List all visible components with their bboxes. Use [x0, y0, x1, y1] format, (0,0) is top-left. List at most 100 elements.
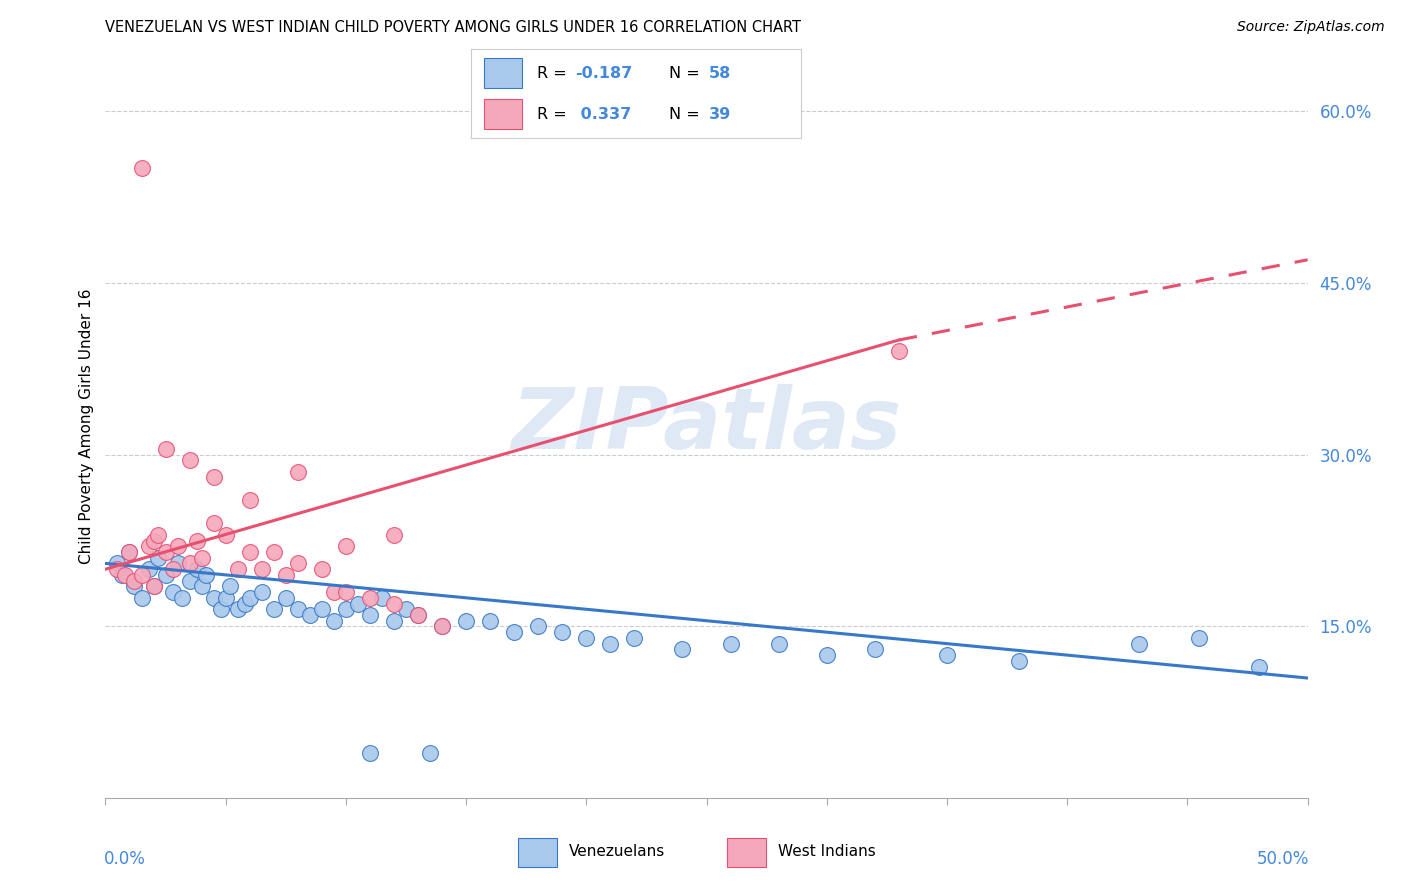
Point	[815, 648, 838, 662]
Point	[202, 591, 225, 605]
Point	[131, 161, 153, 175]
Point	[162, 562, 184, 576]
Point	[226, 562, 249, 576]
Point	[209, 602, 232, 616]
Point	[671, 642, 693, 657]
Point	[479, 614, 502, 628]
Point	[527, 619, 550, 633]
Point	[186, 533, 208, 548]
Point	[195, 568, 218, 582]
Point	[274, 568, 297, 582]
Point	[179, 453, 201, 467]
Point	[287, 557, 309, 571]
Text: 0.337: 0.337	[575, 107, 631, 121]
Point	[274, 591, 297, 605]
Point	[1188, 631, 1211, 645]
Point	[359, 607, 381, 622]
Point	[124, 574, 146, 588]
Point	[887, 344, 910, 359]
Point	[359, 746, 381, 760]
Point	[768, 637, 790, 651]
Point	[142, 579, 165, 593]
Text: 39: 39	[709, 107, 731, 121]
Text: R =: R =	[537, 107, 572, 121]
Text: N =: N =	[669, 107, 706, 121]
Point	[335, 585, 357, 599]
Point	[250, 562, 273, 576]
Point	[419, 746, 441, 760]
Point	[155, 568, 177, 582]
Point	[311, 602, 333, 616]
Point	[263, 545, 285, 559]
Point	[219, 579, 242, 593]
Point	[124, 579, 146, 593]
Text: Venezuelans: Venezuelans	[569, 844, 665, 859]
Point	[503, 625, 526, 640]
Point	[322, 614, 344, 628]
Bar	[727, 838, 766, 867]
Point	[233, 597, 256, 611]
Point	[371, 591, 394, 605]
Point	[406, 607, 429, 622]
Point	[406, 607, 429, 622]
Point	[214, 591, 236, 605]
Point	[623, 631, 645, 645]
Point	[430, 619, 453, 633]
Text: 50.0%: 50.0%	[1257, 850, 1309, 869]
Point	[551, 625, 574, 640]
Point	[239, 591, 262, 605]
Text: Source: ZipAtlas.com: Source: ZipAtlas.com	[1237, 20, 1385, 34]
Point	[382, 597, 405, 611]
Point	[155, 442, 177, 456]
Text: 0.0%: 0.0%	[104, 850, 146, 869]
Point	[118, 545, 141, 559]
Point	[287, 602, 309, 616]
Point	[190, 550, 212, 565]
Point	[382, 614, 405, 628]
Point	[131, 591, 153, 605]
Point	[454, 614, 477, 628]
Point	[166, 557, 188, 571]
Point	[575, 631, 598, 645]
Point	[287, 465, 309, 479]
Point	[142, 533, 165, 548]
Point	[148, 528, 170, 542]
Point	[382, 528, 405, 542]
Point	[335, 539, 357, 553]
Point	[298, 607, 321, 622]
Point	[430, 619, 453, 633]
Point	[250, 585, 273, 599]
Point	[107, 562, 129, 576]
Text: VENEZUELAN VS WEST INDIAN CHILD POVERTY AMONG GIRLS UNDER 16 CORRELATION CHART: VENEZUELAN VS WEST INDIAN CHILD POVERTY …	[105, 20, 801, 35]
Point	[138, 539, 160, 553]
Point	[863, 642, 886, 657]
Point	[179, 574, 201, 588]
Bar	[484, 99, 522, 129]
Point	[118, 545, 141, 559]
Point	[720, 637, 742, 651]
Point	[186, 562, 208, 576]
Point	[166, 539, 188, 553]
Point	[114, 568, 136, 582]
Point	[263, 602, 285, 616]
Point	[131, 568, 153, 582]
Point	[155, 545, 177, 559]
Bar	[517, 838, 557, 867]
Point	[311, 562, 333, 576]
Point	[142, 579, 165, 593]
Point	[111, 568, 134, 582]
Y-axis label: Child Poverty Among Girls Under 16: Child Poverty Among Girls Under 16	[79, 288, 94, 564]
Point	[347, 597, 370, 611]
Text: West Indians: West Indians	[778, 844, 876, 859]
Point	[322, 585, 344, 599]
Point	[162, 585, 184, 599]
Point	[138, 562, 160, 576]
Text: ZIPatlas: ZIPatlas	[512, 384, 901, 467]
Text: R =: R =	[537, 66, 572, 80]
Point	[395, 602, 418, 616]
Point	[335, 602, 357, 616]
Point	[1128, 637, 1150, 651]
Point	[226, 602, 249, 616]
Text: -0.187: -0.187	[575, 66, 633, 80]
Point	[1249, 659, 1271, 673]
